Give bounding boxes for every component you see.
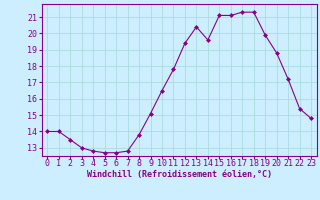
X-axis label: Windchill (Refroidissement éolien,°C): Windchill (Refroidissement éolien,°C): [87, 170, 272, 179]
